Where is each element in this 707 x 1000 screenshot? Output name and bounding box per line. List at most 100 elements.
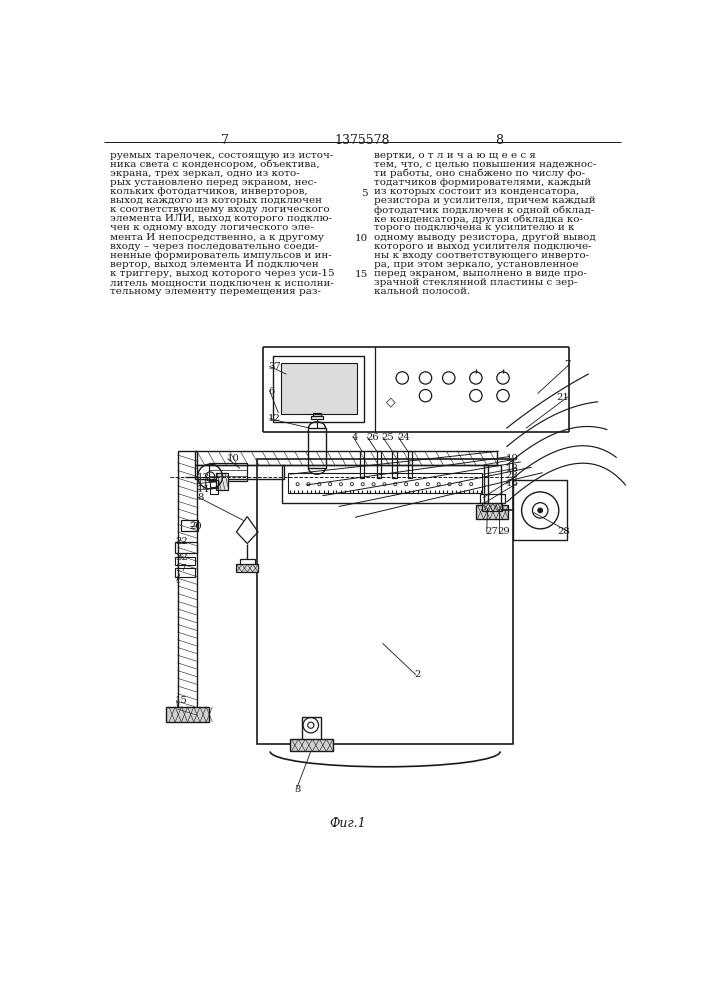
Text: одному выводу резистора, другой вывод: одному выводу резистора, другой вывод [373,233,595,242]
Bar [210,488,218,494]
Text: к соответствующему входу логического: к соответствующему входу логического [110,205,329,214]
Text: элемента ИЛИ, выход которого подклю-: элемента ИЛИ, выход которого подклю- [110,214,332,223]
Bar [308,428,325,468]
Text: зрачной стеклянной пластины с зер-: зрачной стеклянной пластины с зер- [373,278,577,287]
Text: резистора и усилителя, причем каждый: резистора и усилителя, причем каждый [373,196,595,205]
Bar [377,451,381,478]
Text: к триггеру, выход которого через уси-15: к триггеру, выход которого через уси-15 [110,269,334,278]
Bar [513,480,567,540]
Text: тодатчиков формирователями, каждый: тодатчиков формирователями, каждый [373,178,591,187]
Text: 20: 20 [189,522,202,531]
Bar [290,739,332,751]
Text: 6: 6 [268,387,274,396]
Text: 7: 7 [564,360,571,369]
Text: ны к входу соответствующего инверто-: ны к входу соответствующего инверто- [373,251,589,260]
Circle shape [538,508,542,513]
Bar [476,505,508,519]
Text: экрана, трех зеркал, одно из кото-: экрана, трех зеркал, одно из кото- [110,169,300,178]
Text: 19: 19 [506,454,518,463]
Text: 15: 15 [175,696,188,705]
Text: 13: 13 [197,473,210,482]
Bar [480,494,505,503]
Text: 27: 27 [485,527,498,536]
Text: ◇: ◇ [386,396,395,409]
Text: 15: 15 [355,270,368,279]
Bar [282,465,488,503]
Bar [177,451,197,713]
Text: ра, при этом зеркало, установленное: ра, при этом зеркало, установленное [373,260,578,269]
Text: кальной полосой.: кальной полосой. [373,287,470,296]
Text: 8: 8 [197,493,203,502]
Bar [408,451,412,478]
Bar [288,473,482,493]
Bar [240,559,255,568]
Text: 12: 12 [268,414,281,423]
Text: которого и выход усилителя подключе-: которого и выход усилителя подключе- [373,242,591,251]
Bar [209,463,247,481]
Text: ке конденсатора, другая обкладка ко-: ке конденсатора, другая обкладка ко- [373,214,583,224]
Bar [257,459,513,744]
Text: руемых тарелочек, состоящую из источ-: руемых тарелочек, состоящую из источ- [110,151,334,160]
Text: 10: 10 [226,454,239,463]
Bar [182,520,199,531]
Text: ника света с конденсором, объектива,: ника света с конденсором, объектива, [110,160,320,169]
Text: 37: 37 [268,362,281,371]
Text: литель мощности подключен к исполни-: литель мощности подключен к исполни- [110,278,334,287]
Text: 32: 32 [175,553,188,562]
Bar [313,413,321,416]
Text: чен к одному входу логического эле-: чен к одному входу логического эле- [110,223,314,232]
Text: 1375578: 1375578 [334,134,390,147]
Text: 4: 4 [352,433,358,442]
Bar [236,564,258,572]
Text: входу – через последовательно соеди-: входу – через последовательно соеди- [110,242,319,251]
Text: 8: 8 [495,134,503,147]
Bar [175,568,195,577]
Bar [194,451,497,465]
Text: ненные формирователь импульсов и ин-: ненные формирователь импульсов и ин- [110,251,332,260]
Bar [484,465,501,515]
Text: 17: 17 [175,564,188,573]
Bar [194,465,284,479]
Bar [216,473,228,490]
Bar [311,416,323,419]
Text: торого подключена к усилителю и к: торого подключена к усилителю и к [373,223,574,232]
Bar [273,356,364,422]
Text: 16: 16 [506,479,518,488]
Bar [175,542,197,553]
Bar [301,717,321,746]
Text: 26: 26 [366,433,378,442]
Text: из которых состоит из конденсатора,: из которых состоит из конденсатора, [373,187,579,196]
Text: вертки, о т л и ч а ю щ е е с я: вертки, о т л и ч а ю щ е е с я [373,151,535,160]
Text: 28: 28 [558,527,571,536]
Text: 21: 21 [556,393,569,402]
Text: 3: 3 [295,785,301,794]
Text: фотодатчик подключен к одной обклад-: фотодатчик подключен к одной обклад- [373,205,594,215]
Text: Фиг.1: Фиг.1 [329,817,366,830]
Text: 24: 24 [397,433,409,442]
Text: 14: 14 [197,485,210,494]
Text: кольких фотодатчиков, инверторов,: кольких фотодатчиков, инверторов, [110,187,308,196]
Text: 22: 22 [175,537,188,546]
Text: 10: 10 [355,234,368,243]
Text: тельному элементу перемещения раз-: тельному элементу перемещения раз- [110,287,321,296]
Text: мента И непосредственно, а к другому: мента И непосредственно, а к другому [110,233,324,242]
Text: 1: 1 [175,576,182,585]
Text: 25: 25 [381,433,394,442]
Text: выход каждого из которых подключен: выход каждого из которых подключен [110,196,322,205]
Text: перед экраном, выполнено в виде про-: перед экраном, выполнено в виде про- [373,269,586,278]
Text: рых установлено перед экраном, нес-: рых установлено перед экраном, нес- [110,178,317,187]
Text: 18: 18 [506,464,518,473]
Text: ти работы, оно снабжено по числу фо-: ти работы, оно снабжено по числу фо- [373,169,585,178]
Text: 2: 2 [414,670,420,679]
Bar [360,451,364,478]
Text: 29: 29 [498,527,510,536]
Text: 5: 5 [361,189,368,198]
Bar [392,451,397,478]
Text: тем, что, с целью повышения надежнос-: тем, что, с целью повышения надежнос- [373,160,596,169]
Bar [175,557,195,565]
Text: вертор, выход элемента И подключен: вертор, выход элемента И подключен [110,260,319,269]
Bar [166,707,209,722]
Text: 11: 11 [197,479,210,488]
Bar [210,480,218,487]
Text: 23: 23 [506,471,518,480]
